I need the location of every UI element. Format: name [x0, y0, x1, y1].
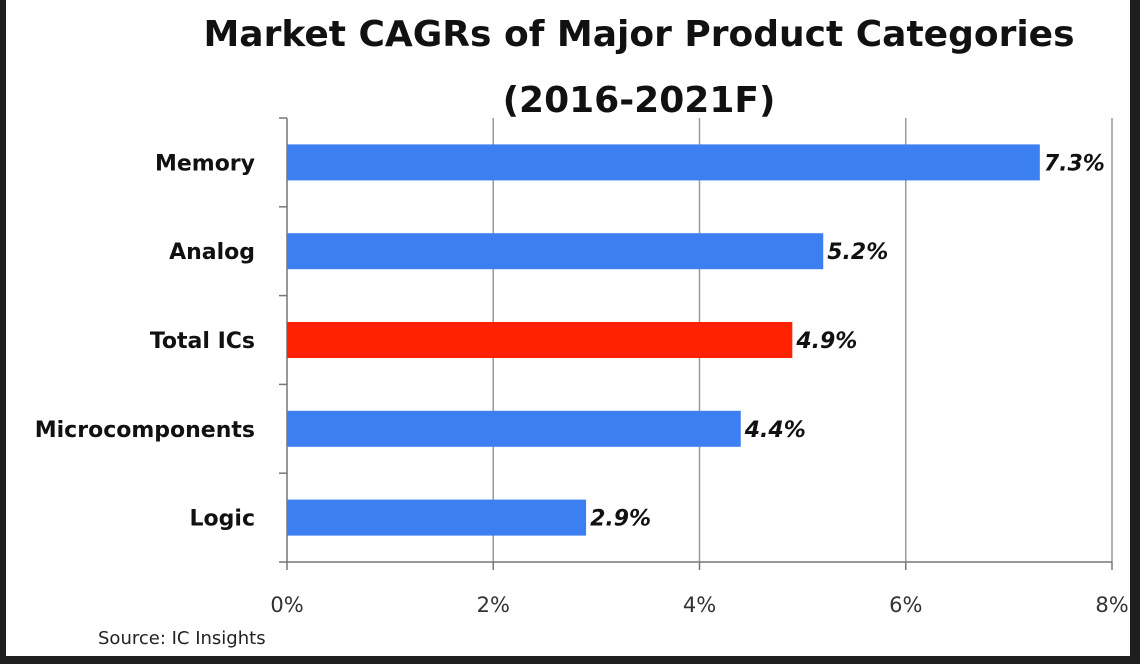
bar-microcomponents — [287, 410, 741, 447]
data-label: 5.2% — [827, 240, 888, 265]
bar-analog — [287, 233, 824, 270]
axes — [279, 117, 1113, 570]
x-tick-label-1: 2% — [477, 593, 510, 617]
x-tick-label-3: 6% — [889, 593, 922, 617]
data-label: 4.4% — [744, 418, 806, 443]
category-label: Memory — [155, 151, 255, 176]
x-tick-label-0: 0% — [270, 593, 303, 617]
data-label: 7.3% — [1044, 151, 1105, 176]
category-label: Microcomponents — [35, 418, 255, 443]
bar-memory — [287, 144, 1040, 181]
source-note: Source: IC Insights — [98, 628, 266, 649]
chart-subtitle: (2016-2021F) — [503, 80, 776, 121]
bar-chart: Market CAGRs of Major Product Categories… — [35, 14, 1129, 649]
chart-frame: Market CAGRs of Major Product Categories… — [6, 0, 1130, 656]
labels: 0% 2% 4% 6% 8% Memory 7.3% Analog 5.2% Total ICs 4… — [35, 151, 1129, 617]
bars — [287, 144, 1040, 536]
category-label: Logic — [190, 507, 255, 532]
bar-logic — [287, 499, 587, 536]
x-tick-label-4: 8% — [1095, 593, 1128, 617]
category-label: Analog — [169, 240, 255, 265]
data-label: 4.9% — [795, 329, 857, 354]
bar-total-ics — [287, 322, 793, 358]
x-tick-label-2: 4% — [683, 593, 716, 617]
category-label: Total ICs — [150, 329, 255, 354]
data-label: 2.9% — [590, 507, 651, 532]
chart-title: Market CAGRs of Major Product Categories — [203, 14, 1074, 55]
